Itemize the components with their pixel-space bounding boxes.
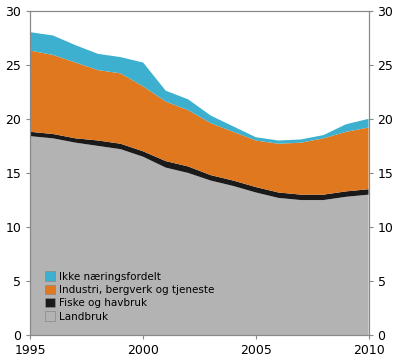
- Legend: Ikke næringsfordelt, Industri, bergverk og tjeneste, Fiske og havbruk, Landbruk: Ikke næringsfordelt, Industri, bergverk …: [42, 269, 217, 324]
